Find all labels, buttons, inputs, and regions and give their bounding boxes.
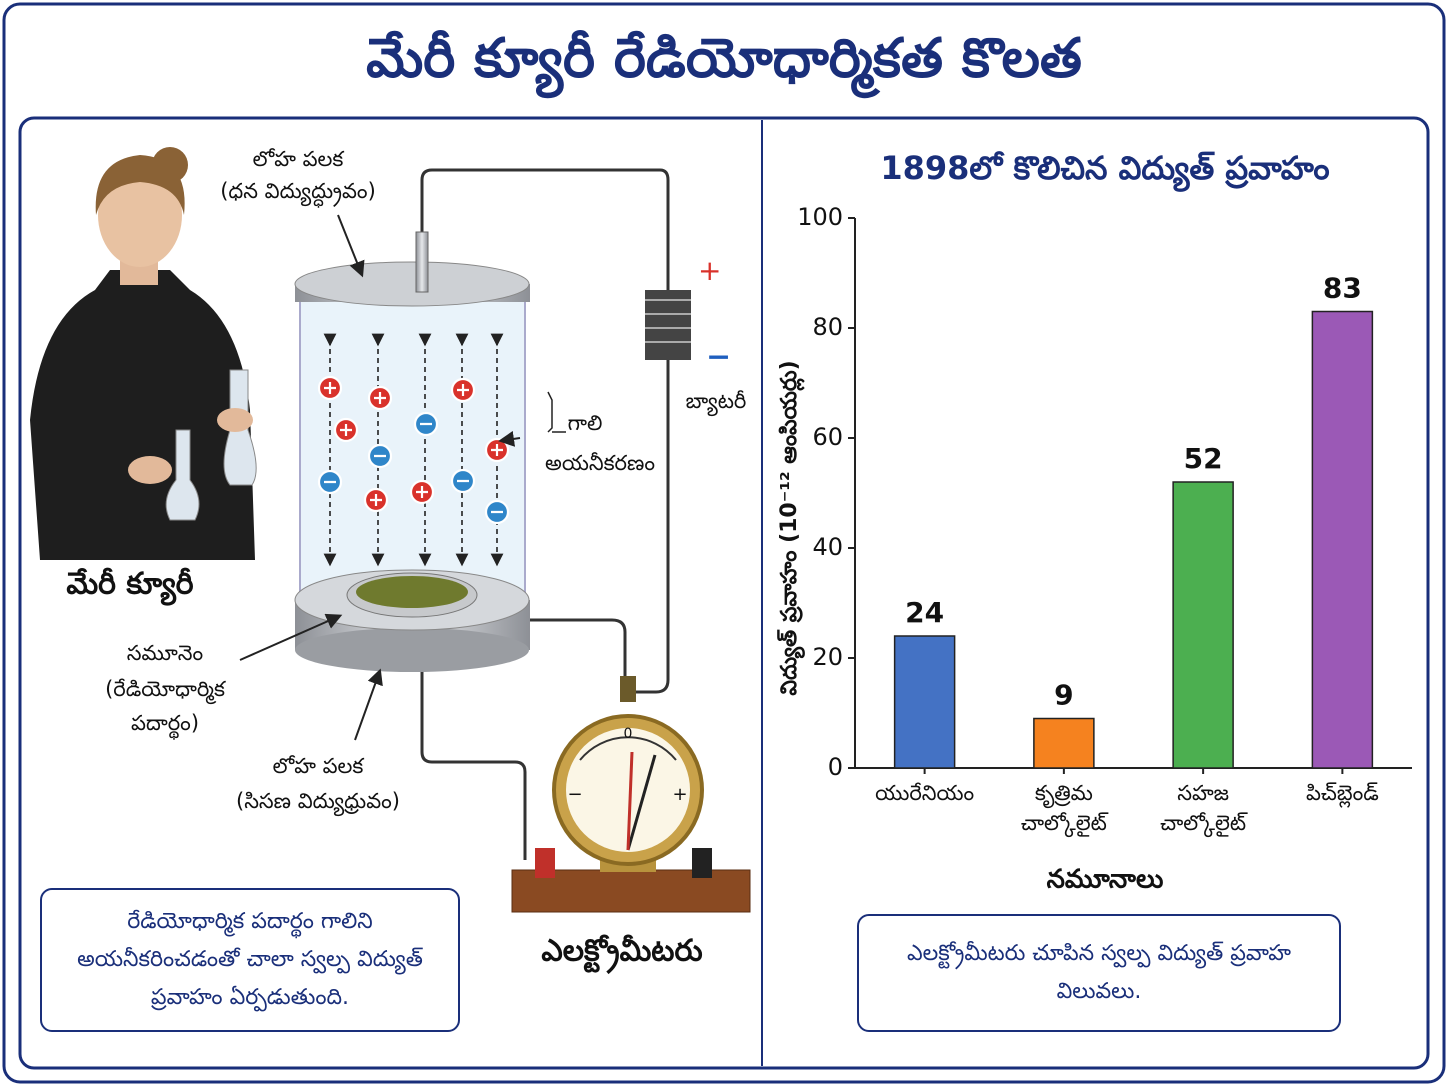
battery-minus: − <box>706 340 731 375</box>
bracket <box>547 391 566 433</box>
sample-label: సమూనెం <box>127 641 203 665</box>
x-tick-label: కృత్రిమ చాల్కోలైట్ <box>1020 781 1107 835</box>
meter-label: ఎలక్ట్రోమీటరు <box>541 934 702 975</box>
y-axis-label: విద్యుత్ ప్రవాహం (10⁻¹² ఆంపియర్లు) <box>777 360 805 695</box>
ionization-label: గాలి <box>568 411 603 435</box>
meter-zero: 0 <box>624 726 633 742</box>
right-note: ఎలక్ట్రోమీటరు చూపిన స్వల్ప విద్యుత్ ప్రవ… <box>857 914 1341 1032</box>
left-note: రేడియోధార్మిక పదార్థం గాలిని అయనీకరించడం… <box>40 888 460 1032</box>
meter-plus: + <box>672 784 687 805</box>
bar <box>1311 310 1374 769</box>
data-label: 52 <box>1184 442 1223 475</box>
page-title: మేరీ క్యూరీ రేడియోధార్మికత కొలత <box>366 27 1082 99</box>
bar <box>893 635 956 769</box>
panel-frame <box>18 116 1430 1070</box>
bar <box>1033 717 1095 769</box>
y-tick-label: 80 <box>812 313 843 341</box>
person-illustration <box>30 147 257 560</box>
y-tick-label: 0 <box>828 753 843 781</box>
y-tick-label: 20 <box>812 643 843 671</box>
bar <box>1172 481 1234 769</box>
callout-arrows <box>239 214 521 741</box>
data-label: 9 <box>1054 679 1073 712</box>
wires <box>420 168 670 860</box>
ions <box>317 375 510 525</box>
y-tick-label: 40 <box>812 533 843 561</box>
x-tick-label: యురేనియం <box>875 781 975 805</box>
y-tick-label: 60 <box>812 423 843 451</box>
x-tick-label: సహజ చాల్కోలైట్ <box>1160 781 1247 835</box>
x-tick-label: పిచ్‌బ్లెండ్ <box>1305 781 1379 805</box>
meter-minus: − <box>567 784 582 805</box>
electrometer <box>511 676 751 913</box>
ionization-label: అయనీకరణం <box>545 451 655 475</box>
cathode-label: (సిసణ విద్యుధ్రువం) <box>236 789 400 817</box>
chart-title: 1898లో కొలిచిన విద్యుత్ ప్రవాహం <box>880 149 1329 192</box>
data-label: 83 <box>1323 272 1362 305</box>
y-tick-label: 100 <box>797 203 843 231</box>
data-label: 24 <box>905 596 944 629</box>
sample-label: (రేడియోధార్మిక <box>105 677 226 705</box>
anode-label: లోహ పలక <box>253 147 345 171</box>
battery-label: బ్యాటరీ <box>686 389 747 417</box>
cathode-label: లోహ పలక <box>273 754 365 778</box>
battery-plus: + <box>698 254 721 287</box>
person-label: మేరీ క్యూరీ <box>66 567 193 607</box>
battery <box>645 290 691 360</box>
x-axis-label: నమూనాలు <box>1047 865 1164 895</box>
